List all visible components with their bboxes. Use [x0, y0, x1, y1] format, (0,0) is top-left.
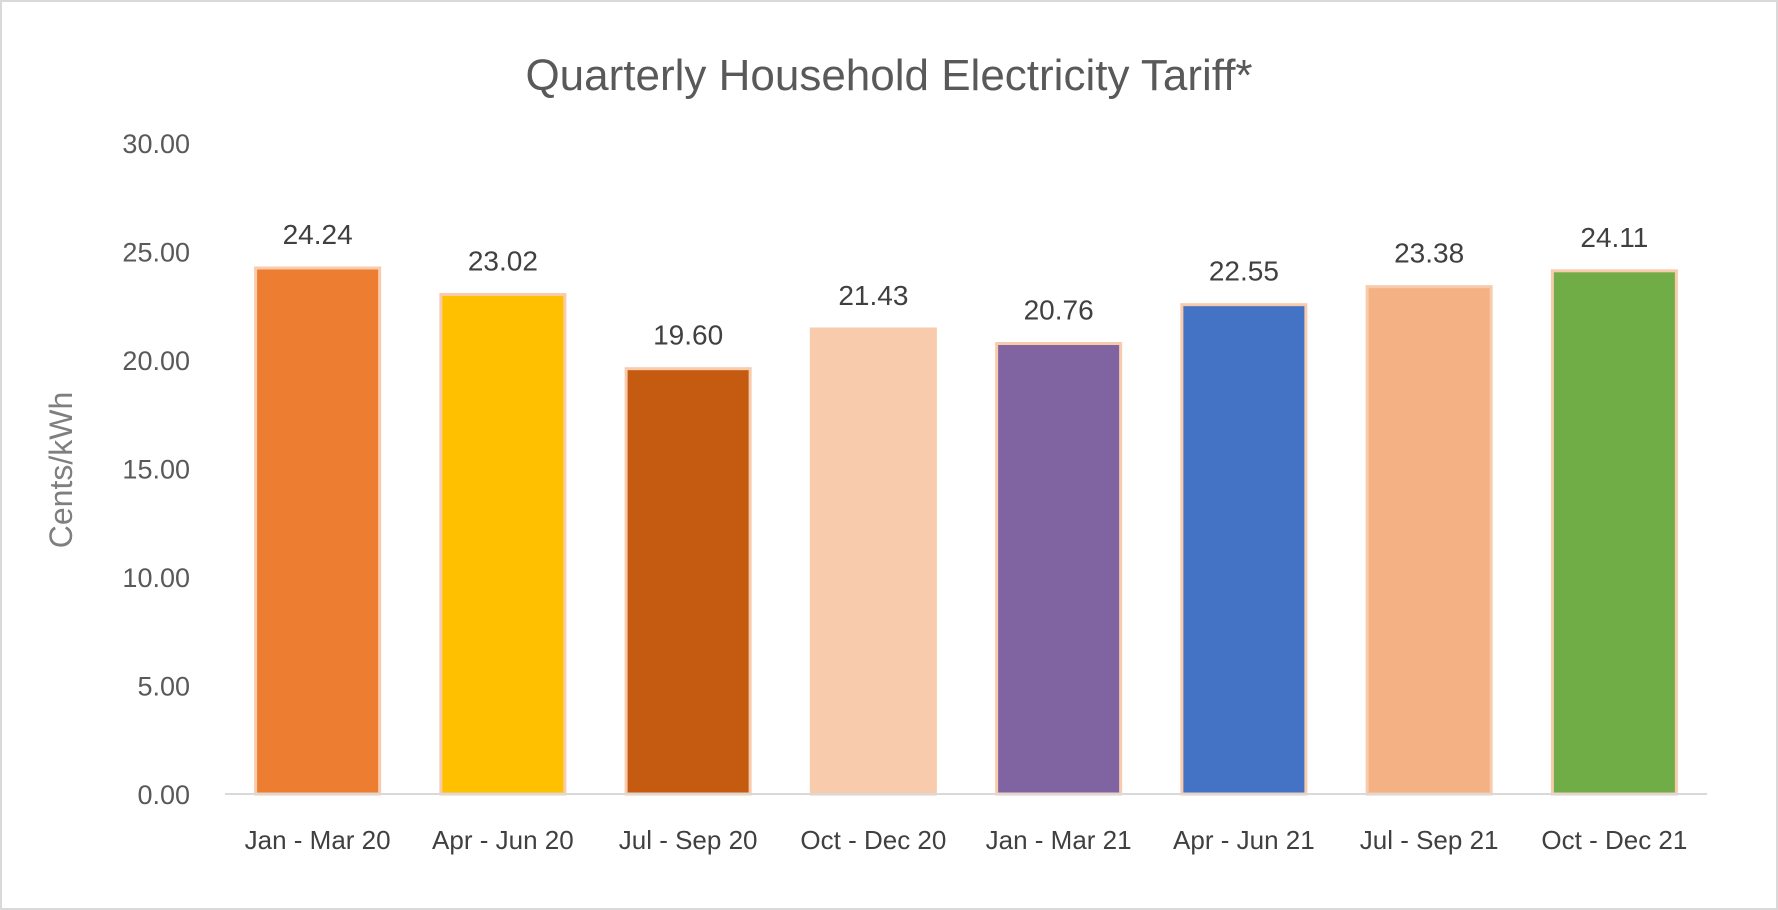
- data-label: 23.38: [1394, 238, 1464, 269]
- y-axis-label: Cents/kWh: [43, 392, 79, 548]
- bar: [624, 367, 752, 796]
- data-label: 24.11: [1580, 222, 1648, 253]
- bar: [1180, 303, 1308, 796]
- bar: [1365, 285, 1493, 796]
- y-tick-label: 10.00: [122, 563, 190, 593]
- chart-title: Quarterly Household Electricity Tariff*: [525, 51, 1252, 100]
- y-tick-label: 25.00: [122, 238, 190, 268]
- x-tick-label: Jan - Mar 20: [245, 825, 391, 855]
- x-tick-label: Apr - Jun 21: [1173, 825, 1315, 855]
- data-label: 23.02: [468, 245, 538, 276]
- x-tick-label: Apr - Jun 20: [432, 825, 574, 855]
- y-tick-label: 20.00: [122, 346, 190, 376]
- y-tick-label: 5.00: [137, 672, 190, 702]
- data-label: 20.76: [1024, 295, 1094, 326]
- bar: [809, 327, 937, 796]
- bar: [439, 292, 567, 796]
- data-label: 19.60: [653, 320, 723, 351]
- bar: [254, 266, 382, 796]
- bar: [995, 342, 1123, 796]
- x-tick-label: Oct - Dec 20: [800, 825, 946, 855]
- x-tick-label: Jul - Sep 21: [1360, 825, 1499, 855]
- data-label: 22.55: [1209, 256, 1279, 287]
- data-label: 21.43: [838, 280, 908, 311]
- y-tick-label: 15.00: [122, 455, 190, 485]
- y-tick-label: 30.00: [122, 129, 190, 159]
- x-tick-label: Jan - Mar 21: [986, 825, 1132, 855]
- bar: [1550, 269, 1678, 796]
- y-tick-label: 0.00: [137, 780, 190, 810]
- data-label: 24.24: [283, 219, 353, 250]
- x-tick-label: Oct - Dec 21: [1541, 825, 1687, 855]
- x-tick-label: Jul - Sep 20: [619, 825, 758, 855]
